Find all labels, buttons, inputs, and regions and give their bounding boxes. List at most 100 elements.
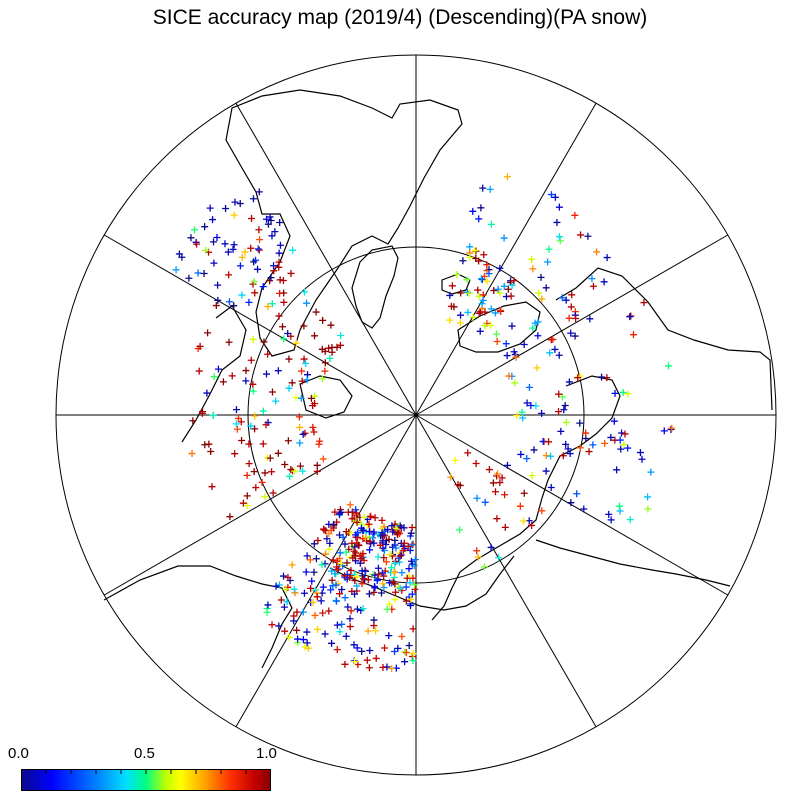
- data-point: [402, 583, 410, 591]
- data-point: [353, 518, 361, 526]
- data-point: [268, 621, 276, 629]
- coastlines: [103, 89, 773, 669]
- data-point: [464, 449, 472, 457]
- data-point: [319, 455, 327, 463]
- data-point: [302, 359, 310, 367]
- data-point: [263, 608, 271, 616]
- data-point: [373, 577, 381, 585]
- data-point: [621, 430, 629, 438]
- data-point: [341, 572, 349, 580]
- data-point: [294, 635, 302, 643]
- data-point: [481, 308, 489, 316]
- data-point: [262, 215, 270, 223]
- data-point: [311, 586, 319, 594]
- data-point: [213, 234, 221, 242]
- data-point: [409, 625, 417, 633]
- data-point: [456, 481, 464, 489]
- data-point: [351, 552, 359, 560]
- data-point: [336, 549, 344, 557]
- data-point: [266, 454, 274, 462]
- data-point: [245, 440, 253, 448]
- data-point: [251, 289, 259, 297]
- data-point: [464, 308, 472, 316]
- data-point: [498, 474, 506, 482]
- data-point: [290, 612, 298, 620]
- data-point: [397, 551, 405, 559]
- data-point: [270, 262, 278, 270]
- data-point: [384, 526, 392, 534]
- greenland-coast: [351, 245, 399, 329]
- data-point: [310, 428, 318, 436]
- data-point: [319, 316, 327, 324]
- data-point: [332, 597, 340, 605]
- meridian-240: [415, 234, 729, 416]
- data-point: [457, 311, 465, 319]
- data-point: [408, 524, 416, 532]
- data-point: [288, 379, 296, 387]
- data-point: [263, 370, 271, 378]
- data-point: [331, 508, 339, 516]
- data-point: [243, 492, 251, 500]
- data-point: [243, 502, 251, 510]
- data-point: [280, 572, 288, 580]
- data-point: [247, 422, 255, 430]
- data-point: [353, 644, 361, 652]
- data-point: [393, 529, 401, 537]
- data-point: [336, 510, 344, 518]
- data-point: [333, 621, 341, 629]
- data-point: [508, 281, 516, 289]
- data-point: [264, 220, 272, 228]
- data-point: [337, 508, 345, 516]
- data-point: [547, 191, 555, 199]
- data-point: [225, 338, 233, 346]
- data-point: [502, 340, 510, 348]
- meridian-60: [103, 414, 417, 596]
- data-point: [225, 271, 233, 279]
- data-point: [358, 580, 366, 588]
- data-point: [201, 223, 209, 231]
- data-point: [271, 228, 279, 236]
- data-point: [255, 188, 263, 196]
- data-point: [398, 632, 406, 640]
- data-point: [572, 315, 580, 323]
- data-point: [287, 465, 295, 473]
- meridian-120: [103, 234, 417, 416]
- data-point: [232, 420, 240, 428]
- data-point: [466, 253, 474, 261]
- data-point: [391, 559, 399, 567]
- data-point: [487, 543, 495, 551]
- data-point: [312, 308, 320, 316]
- data-point: [371, 571, 379, 579]
- data-point: [451, 456, 459, 464]
- data-point: [219, 378, 227, 386]
- data-point: [564, 445, 572, 453]
- data-point: [530, 446, 538, 454]
- data-point: [537, 273, 545, 281]
- data-point: [386, 551, 394, 559]
- data-point: [328, 567, 336, 575]
- data-point: [562, 296, 570, 304]
- data-point: [241, 248, 249, 256]
- data-point: [491, 309, 499, 317]
- data-point: [321, 359, 329, 367]
- data-point: [555, 351, 563, 359]
- data-points: [172, 173, 676, 672]
- data-point: [407, 557, 415, 565]
- data-point: [233, 425, 241, 433]
- data-point: [261, 493, 269, 501]
- data-point: [332, 581, 340, 589]
- data-point: [406, 579, 414, 587]
- data-point: [668, 424, 676, 432]
- data-point: [221, 240, 229, 248]
- data-point: [296, 462, 304, 470]
- data-point: [495, 554, 503, 562]
- data-point: [259, 407, 267, 415]
- data-point: [359, 605, 367, 613]
- colorbar-mid-label: 0.5: [134, 745, 155, 762]
- data-point: [337, 560, 345, 568]
- data-point: [618, 429, 626, 437]
- data-point: [555, 408, 563, 416]
- data-point: [399, 547, 407, 555]
- siberia-coast: [329, 555, 515, 611]
- data-point: [283, 598, 291, 606]
